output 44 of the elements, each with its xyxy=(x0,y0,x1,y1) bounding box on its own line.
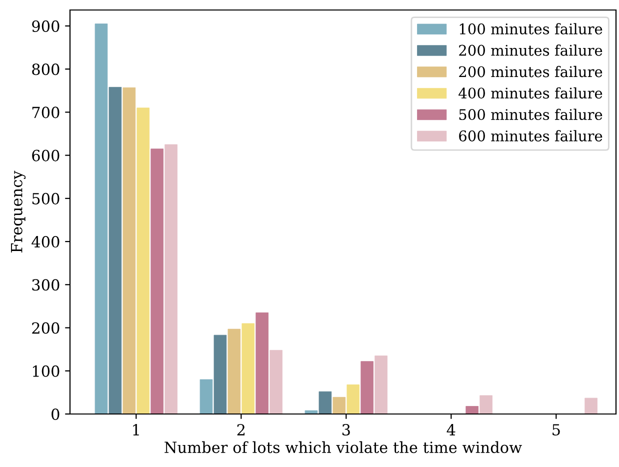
bar xyxy=(214,334,227,414)
y-tick-label: 900 xyxy=(32,20,60,32)
legend-label: 200 minutes failure xyxy=(459,44,602,56)
bar xyxy=(136,108,150,414)
x-tick-label: 1 xyxy=(133,424,139,436)
bar xyxy=(332,396,346,414)
y-tick-label: 600 xyxy=(32,150,60,162)
bar xyxy=(466,406,479,414)
y-tick-label: 300 xyxy=(32,279,60,291)
legend-label: 100 minutes failure xyxy=(460,23,602,34)
bar xyxy=(164,144,178,414)
x-tick-label: 4 xyxy=(446,424,456,436)
x-axis-title: Number of lots which violate the time window xyxy=(164,441,522,454)
bar xyxy=(360,361,374,414)
bar xyxy=(108,86,122,414)
legend-label: 500 minutes failure xyxy=(459,108,602,120)
bar xyxy=(122,87,136,414)
bar xyxy=(270,350,282,414)
bar xyxy=(346,384,360,414)
legend-label: 200 minutes failure xyxy=(459,66,602,78)
y-tick-label: 800 xyxy=(32,64,60,76)
bar xyxy=(480,395,492,414)
bar xyxy=(318,391,332,414)
y-tick-label: 0 xyxy=(52,408,60,420)
bar xyxy=(200,379,213,414)
bar xyxy=(94,24,108,414)
y-tick-label: 100 xyxy=(32,365,60,377)
x-tick-label: 5 xyxy=(552,424,560,436)
bar xyxy=(228,328,241,414)
y-tick-label: 500 xyxy=(32,192,60,204)
x-tick-label: 3 xyxy=(342,424,350,436)
bar xyxy=(584,398,598,414)
y-tick-label: 200 xyxy=(32,322,60,334)
bar xyxy=(242,323,255,414)
legend-label: 600 minutes failure xyxy=(459,130,602,142)
y-tick-label: 400 xyxy=(32,236,60,248)
bar xyxy=(150,148,164,414)
bar xyxy=(256,312,269,414)
y-tick-label: 700 xyxy=(32,106,60,118)
bar xyxy=(304,410,318,414)
x-tick-label: 2 xyxy=(237,424,245,436)
y-axis-title: Frequency xyxy=(11,170,26,252)
legend-label: 400 minutes failure xyxy=(458,87,602,99)
bar xyxy=(374,356,388,414)
